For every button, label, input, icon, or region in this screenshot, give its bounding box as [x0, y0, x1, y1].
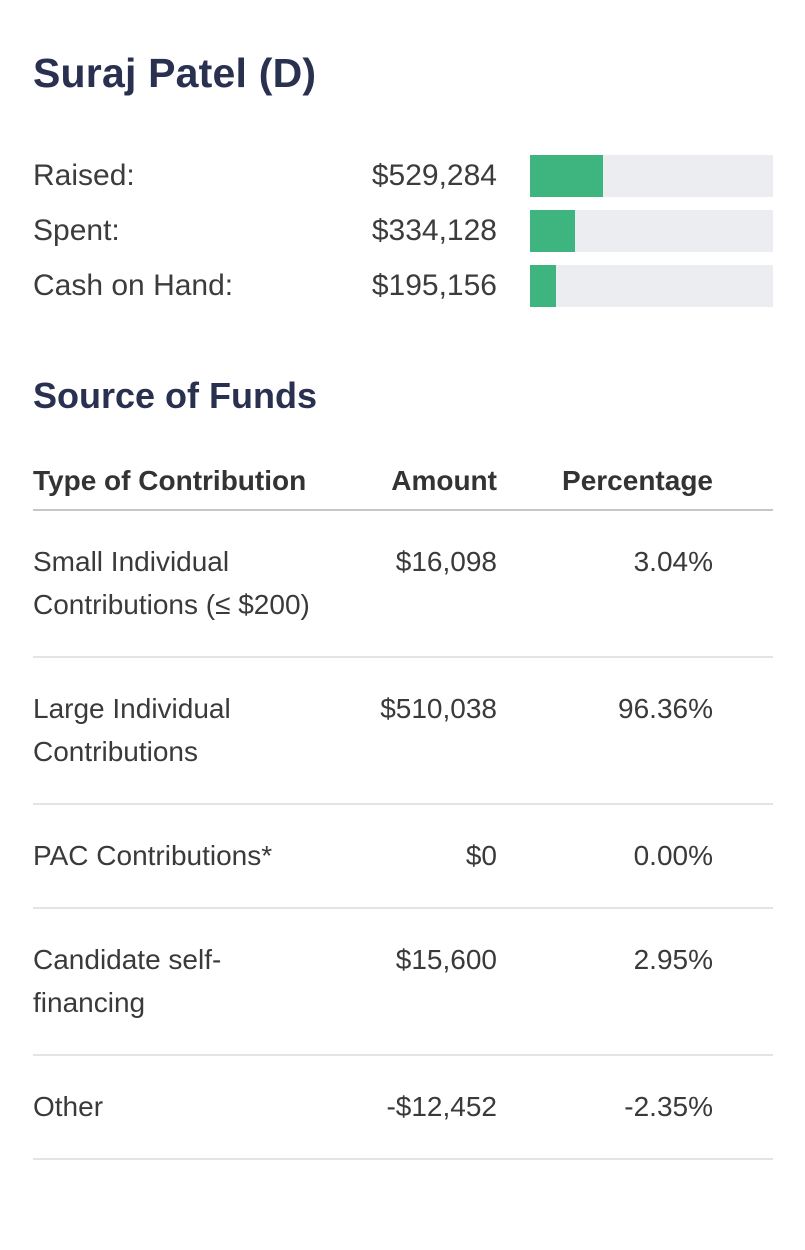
amount-cell: $510,038 — [380, 693, 497, 724]
cash-on-hand-bar-track — [530, 264, 773, 307]
percentage-cell: 96.36% — [618, 693, 713, 724]
source-of-funds-heading: Source of Funds — [33, 375, 318, 416]
contribution-type-cell: Small Individual Contributions (≤ $200) — [33, 546, 310, 620]
contribution-type-cell: Candidate self-financing — [33, 944, 222, 1018]
spent-value: $334,128 — [371, 213, 497, 247]
percentage-cell: 2.95% — [633, 944, 713, 975]
table-row-other: Other -$12,452 -2.35% — [33, 1056, 773, 1160]
amount-cell: $16,098 — [395, 546, 497, 577]
raised-bar-track — [530, 154, 773, 197]
table-row-self-financing: Candidate self-financing $15,600 2.95% — [33, 909, 773, 1056]
raised-label: Raised: — [33, 158, 135, 192]
percentage-cell: 0.00% — [633, 840, 713, 871]
table-row-pac: PAC Contributions* $0 0.00% — [33, 805, 773, 909]
amount-cell: $0 — [465, 840, 497, 871]
table-row-small-individual: Small Individual Contributions (≤ $200) … — [33, 511, 773, 658]
cash-on-hand-bar-fill — [530, 264, 556, 307]
spent-label: Spent: — [33, 213, 120, 247]
column-header-type: Type of Contribution — [33, 465, 307, 496]
column-header-percentage: Percentage — [562, 465, 713, 496]
cash-on-hand-label: Cash on Hand: — [33, 268, 234, 302]
table-header-row: Type of Contribution Amount Percentage — [33, 465, 773, 511]
amount-cell: $15,600 — [395, 944, 497, 975]
candidate-name-heading: Suraj Patel (D) — [33, 50, 317, 96]
contribution-type-cell: Large Individual Contributions — [33, 693, 231, 767]
contribution-type-cell: Other — [33, 1091, 104, 1122]
fundraising-row-cash-on-hand: Cash on Hand: $195,156 — [33, 258, 773, 313]
percentage-cell: 3.04% — [633, 546, 713, 577]
fundraising-row-raised: Raised: $529,284 — [33, 148, 773, 203]
fundraising-summary: Raised: $529,284 Spent: $334,128 Cash on… — [33, 148, 773, 313]
source-of-funds-table: Type of Contribution Amount Percentage S… — [33, 465, 773, 1160]
column-header-amount: Amount — [391, 465, 497, 496]
fundraising-row-spent: Spent: $334,128 — [33, 203, 773, 258]
table-row-large-individual: Large Individual Contributions $510,038 … — [33, 658, 773, 805]
spent-bar-track — [530, 209, 773, 252]
cash-on-hand-value: $195,156 — [371, 268, 497, 302]
spent-bar-fill — [530, 209, 576, 252]
amount-cell: -$12,452 — [386, 1091, 497, 1122]
percentage-cell: -2.35% — [624, 1091, 713, 1122]
campaign-finance-panel: Suraj Patel (D) Raised: $529,284 Spent: … — [0, 50, 805, 1160]
raised-value: $529,284 — [371, 158, 497, 192]
raised-bar-fill — [530, 154, 604, 197]
contribution-type-cell: PAC Contributions* — [33, 840, 273, 871]
